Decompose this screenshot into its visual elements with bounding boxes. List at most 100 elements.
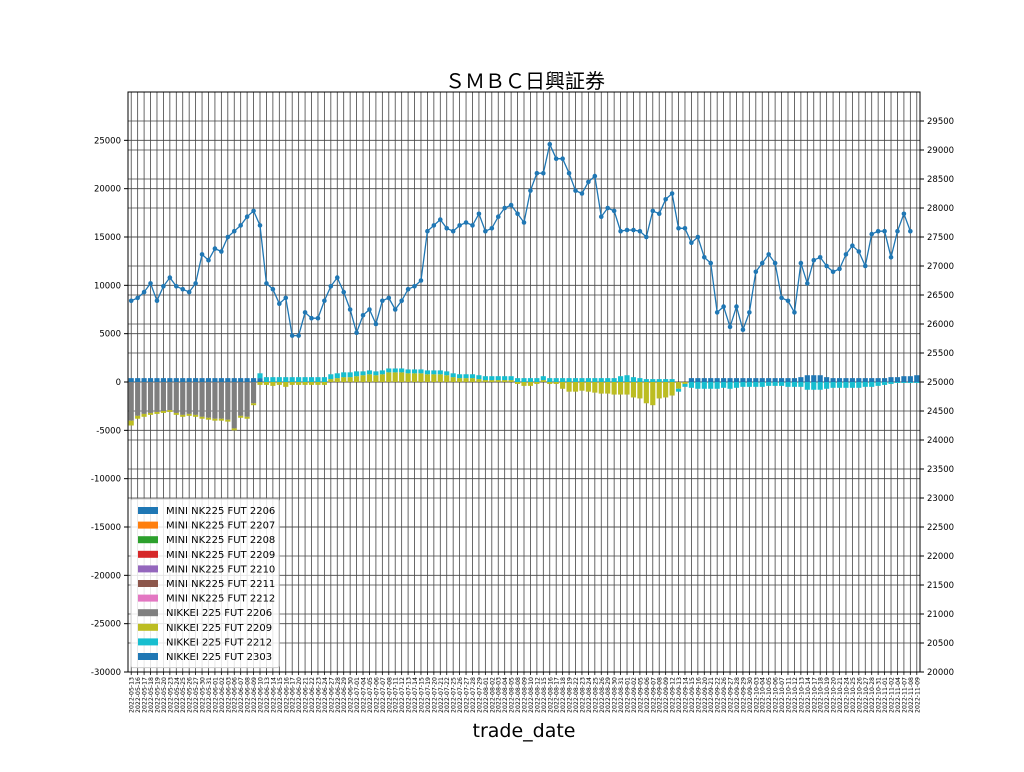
bar (740, 382, 746, 387)
x-tick-label: 2022-09-08 (657, 677, 664, 713)
bar (263, 377, 270, 382)
y-tick-label: 25000 (94, 136, 121, 146)
bar (566, 378, 572, 382)
bar (212, 378, 218, 382)
price-point (161, 284, 166, 289)
x-tick-label: 2022-06-14 (270, 677, 277, 713)
bar (469, 378, 476, 382)
price-point (553, 156, 559, 161)
bar (135, 415, 141, 419)
price-point (611, 208, 617, 214)
bar (875, 382, 881, 386)
bar (457, 378, 463, 382)
x-tick-label: 2022-07-15 (418, 677, 425, 713)
bar (746, 378, 752, 382)
bar (540, 376, 546, 381)
bar (785, 382, 791, 387)
y-tick-label: 20000 (94, 185, 121, 195)
price-point (882, 228, 887, 234)
bar (914, 375, 920, 382)
bar (843, 382, 849, 388)
x-tick-label: 2022-06-16 (283, 677, 290, 713)
price-point (727, 324, 733, 330)
x-tick-label: 2022-10-20 (831, 677, 838, 713)
price-point (341, 289, 347, 295)
x-tick-label: 2022-06-23 (315, 677, 322, 713)
x-tick-label: 2022-10-07 (779, 677, 786, 713)
bar (354, 371, 360, 377)
bar (379, 370, 385, 375)
x-tick-label: 2022-10-13 (798, 677, 805, 713)
price-line (128, 141, 913, 338)
price-point (850, 243, 855, 248)
bar (727, 382, 733, 389)
bar (263, 382, 270, 385)
x-tick-label: 2022-10-25 (850, 677, 857, 713)
price-point (277, 301, 282, 307)
bar (186, 382, 192, 414)
x-tick-label: 2022-08-04 (502, 677, 509, 713)
price-point (328, 284, 334, 289)
y2-tick-label: 26000 (927, 320, 954, 330)
x-tick-label: 2022-08-31 (618, 677, 625, 713)
bar (894, 382, 901, 383)
x-tick-label: 2022-07-05 (367, 677, 374, 713)
bar (386, 372, 392, 382)
bar (283, 377, 289, 382)
bar (270, 377, 276, 382)
x-tick-label: 2022-06-15 (277, 677, 284, 713)
bar (798, 382, 804, 387)
bar (553, 382, 559, 384)
x-tick-label: 2022-05-17 (142, 677, 149, 713)
price-point (225, 234, 231, 240)
bar (508, 380, 514, 382)
bar (650, 379, 656, 382)
price-point (676, 226, 681, 231)
bar (399, 368, 405, 373)
bar (193, 378, 199, 382)
bar (147, 412, 154, 415)
bar (798, 377, 804, 382)
x-tick-label: 2022-10-17 (811, 677, 818, 713)
legend-entry: MINI NK225 FUT 2206 (166, 506, 275, 517)
bar (205, 378, 212, 382)
bar (598, 382, 604, 394)
bar (289, 377, 295, 382)
x-tick-label: 2022-05-18 (148, 677, 155, 713)
x-tick-label: 2022-05-26 (187, 677, 194, 713)
x-tick-label: 2022-11-04 (895, 677, 902, 713)
x-tick-label: 2022-07-01 (354, 677, 361, 713)
price-point (515, 211, 520, 217)
price-point (154, 298, 160, 304)
legend-swatch (138, 609, 158, 617)
x-tick-label: 2022-06-10 (258, 677, 265, 713)
bar (173, 412, 179, 415)
price-point (399, 298, 404, 304)
bar (366, 374, 373, 382)
bar (321, 382, 327, 385)
bar (572, 378, 579, 382)
bar (753, 378, 759, 382)
x-tick-label: 2022-07-07 (380, 677, 387, 713)
bar (424, 370, 430, 375)
x-tick-label: 2022-09-05 (637, 677, 644, 713)
bar (444, 371, 450, 376)
price-point (856, 249, 862, 254)
price-point (392, 307, 398, 312)
bar (534, 378, 540, 382)
x-tick-label: 2022-10-06 (773, 677, 780, 713)
bar (218, 418, 224, 421)
bar (560, 382, 566, 389)
x-tick-label: 2022-06-17 (290, 677, 297, 713)
bar (611, 378, 617, 382)
bar (656, 382, 662, 399)
y-tick-label: -25000 (91, 620, 121, 630)
bar (888, 382, 894, 384)
bar (824, 382, 830, 389)
price-point (605, 205, 611, 211)
x-tick-label: 2022-08-22 (573, 677, 580, 713)
bar (173, 382, 179, 413)
bar (424, 374, 430, 382)
x-tick-label: 2022-06-01 (212, 677, 219, 713)
x-tick-label: 2022-06-30 (348, 677, 355, 713)
